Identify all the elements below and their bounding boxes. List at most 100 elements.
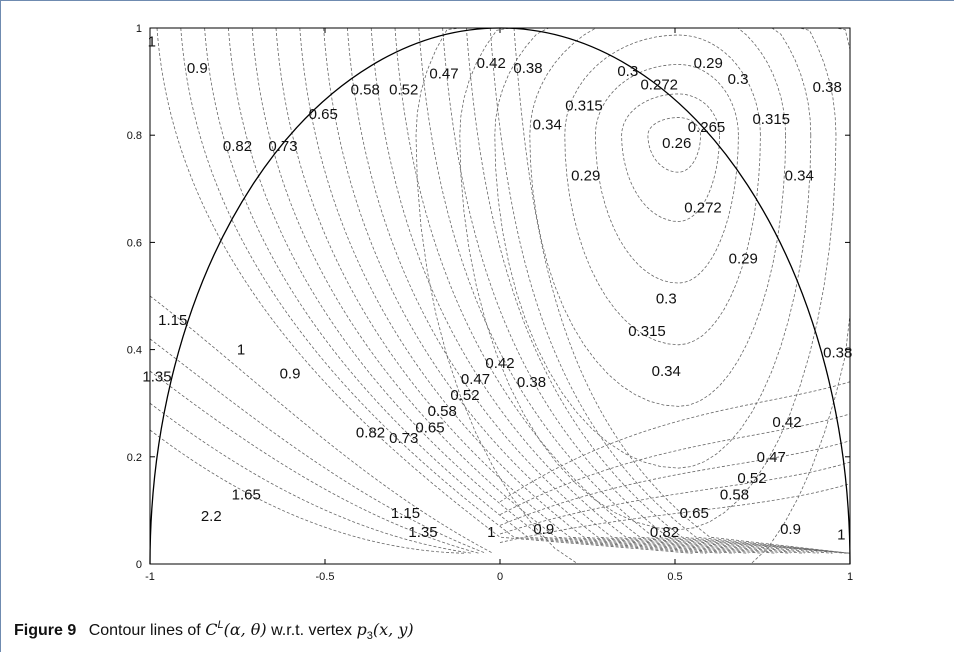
contour-label: 0.47 [757,449,786,466]
y-tick-label: 1 [136,23,142,35]
contour-label: 1.15 [391,505,420,522]
contour-label: 0.65 [309,106,338,123]
contour-line [251,27,749,554]
contour-line [621,93,720,222]
contour-line [513,27,851,554]
axis-ticks: -1 -0.5 0 0.5 1 0 0.2 0.4 0.6 0.8 1 [127,23,853,583]
contour-label: 1 [837,527,845,544]
contour-label: 0.9 [533,521,554,538]
contour-line [564,34,761,346]
contour-line [149,429,466,554]
x-tick-label: 0 [497,571,503,583]
contour-line [499,461,851,535]
contour-label: 0.52 [450,387,479,404]
y-tick-label: 0 [136,559,142,571]
contour-label: 0.52 [389,82,418,99]
figure-caption: Figure 9 Contour lines of CL(α, θ) w.r.t… [14,619,414,642]
contour-line [442,27,851,554]
caption-text-1: Contour lines of [88,622,201,639]
contour-line [415,27,851,565]
contour-label: 0.9 [280,366,301,383]
y-tick-label: 0.2 [127,452,142,464]
contour-label: 0.58 [351,82,380,99]
contour-line [499,381,851,503]
caption-text-2: w.r.t. vertex [271,622,353,639]
contour-label: 0.3 [656,291,677,308]
caption-subscript: 3 [366,630,373,642]
contour-line [394,27,833,554]
contour-label: 0.58 [428,403,457,420]
contour-label: 0.42 [477,55,506,72]
contour-label: 0.34 [785,167,814,184]
contour-label: 0.38 [823,344,852,361]
contour-label: 0.29 [571,167,600,184]
contour-label: 0.34 [652,363,681,380]
contour-line [647,117,701,173]
x-tick-label: 1 [847,571,853,583]
y-tick-label: 0.6 [127,237,142,249]
contour-label: 0.9 [780,521,801,538]
contour-label: 0.52 [737,470,766,487]
contour-label: 1.35 [142,368,171,385]
contour-line [149,338,487,554]
contour-label: 1 [148,33,156,50]
contour-label: 0.38 [517,374,546,391]
contour-label: 0.38 [513,60,542,77]
contour-label: 0.34 [533,116,562,133]
contour-label: 0.265 [688,119,726,136]
contour-label: 0.65 [415,419,444,436]
contour-label: 0.58 [720,486,749,503]
contour-label: 0.73 [389,430,418,447]
contour-line [499,413,851,516]
contour-label: 0.38 [813,79,842,96]
contour-label: 0.315 [628,323,666,340]
contour-label: 0.29 [729,250,758,267]
contour-line [594,63,739,284]
contour-label: 0.272 [640,76,678,93]
contour-label: 0.47 [461,371,490,388]
contour-line [204,27,721,554]
figure-label: Figure 9 [14,622,77,639]
caption-args-2: (x, y) [372,620,414,639]
contour-line [466,27,851,554]
contour-line [299,27,777,554]
contour-line [149,402,473,554]
contour-label: 1 [237,342,245,359]
contour-line [499,440,851,526]
caption-superscript: L [217,619,224,631]
contour-line [323,27,791,554]
contour-label: 0.82 [223,138,252,155]
contour-label: 0.73 [268,138,297,155]
contour-label: 0.82 [650,524,679,541]
contour-line [370,27,819,554]
contour-plot: -1 -0.5 0 0.5 100.20.40.60.81 10.90.82 0.730.… [127,23,853,583]
contour-label: 0.26 [662,135,691,152]
contour-label: 0.3 [728,71,749,88]
contour-line [149,370,480,554]
contour-line [418,27,847,554]
y-tick-label: 0.8 [127,130,142,142]
contour-line [228,27,735,554]
contour-label: 0.42 [485,355,514,372]
contour-line [156,27,693,554]
contour-label: 1.65 [232,486,261,503]
contour-line [180,27,707,554]
contour-line [275,27,763,554]
caption-args: (α, θ) [223,620,267,639]
x-tick-label: 0.5 [667,571,682,583]
contour-lines [149,27,851,565]
contour-label: 0.47 [429,66,458,83]
contour-label: 0.272 [684,200,722,217]
y-tick-label: 0.4 [127,345,142,357]
contour-label: 0.315 [752,111,790,128]
contour-label: 0.82 [356,425,385,442]
caption-symbol-p: p [356,620,367,639]
contour-label: 1 [487,524,495,541]
contour-line [499,483,851,543]
contour-label: 0.65 [680,505,709,522]
contour-line [489,27,851,554]
contour-label: 0.42 [772,414,801,431]
x-tick-label: -1 [145,571,155,583]
contour-label: 2.2 [201,508,222,525]
